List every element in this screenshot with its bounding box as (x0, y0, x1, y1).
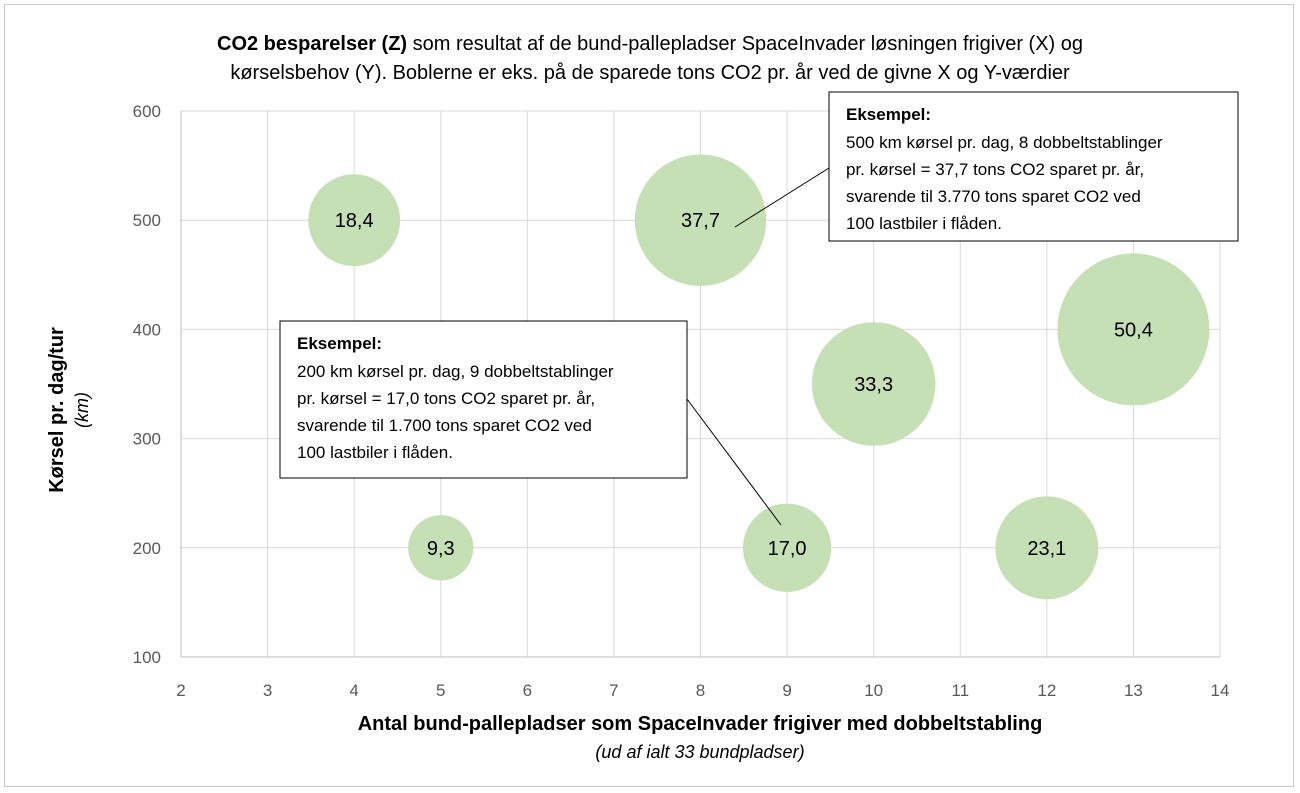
y-tick-label: 400 (133, 320, 161, 339)
annotation-box (279, 320, 688, 479)
x-tick-label: 9 (782, 681, 791, 700)
x-tick-label: 11 (951, 681, 969, 700)
bubble-label: 23,1 (1027, 538, 1066, 560)
annotation-text-line: pr. kørsel = 37,7 tons CO2 sparet pr. år… (846, 160, 1144, 179)
annotation-leader-line (734, 167, 830, 228)
bubble-label: 50,4 (1114, 319, 1153, 341)
annotation-box (828, 91, 1239, 242)
x-tick-label: 3 (263, 681, 272, 700)
bubble (308, 174, 401, 267)
bubble-label: 17,0 (768, 538, 807, 560)
bubble-label: 18,4 (335, 210, 374, 232)
y-tick-label: 200 (133, 539, 161, 558)
x-tick-label: 12 (1037, 681, 1056, 700)
bubble (995, 496, 1099, 600)
x-tick-label: 6 (523, 681, 532, 700)
x-tick-label: 7 (609, 681, 618, 700)
bubble (408, 515, 474, 581)
chart-title-line-1: CO2 besparelser (Z) som resultat af de b… (217, 33, 1083, 55)
x-tick-label: 2 (176, 681, 185, 700)
bubble (1057, 253, 1210, 406)
bubble-label: 33,3 (854, 374, 893, 396)
chart-title-bold: CO2 besparelser (Z) (217, 33, 407, 55)
y-tick-label: 300 (133, 430, 161, 449)
bubble (634, 154, 767, 286)
x-tick-label: 5 (436, 681, 445, 700)
annotation-text-line: pr. kørsel = 17,0 tons CO2 sparet pr. år… (297, 389, 595, 408)
x-axis-title: Antal bund-pallepladser som SpaceInvader… (358, 713, 1043, 735)
annotation-text-line: svarende til 1.700 tons sparet CO2 ved (297, 416, 592, 435)
chart-title-rest: som resultat af de bund-pallepladser Spa… (407, 33, 1083, 55)
annotation-text-line: 100 lastbiler i flåden. (846, 214, 1002, 233)
bubble (742, 503, 832, 592)
chart-title-line-2: kørselsbehov (Y). Boblerne er eks. på de… (230, 62, 1070, 84)
annotation-heading: Eksempel: (297, 334, 382, 353)
annotation-heading: Eksempel: (846, 105, 931, 124)
y-tick-label: 500 (133, 211, 161, 230)
y-axis-title: Kørsel pr. dag/tur (46, 327, 68, 493)
annotation-text-line: 100 lastbiler i flåden. (297, 443, 453, 462)
x-tick-label: 10 (864, 681, 883, 700)
annotation-text-line: 200 km kørsel pr. dag, 9 dobbeltstabling… (297, 362, 614, 381)
x-tick-label: 14 (1211, 681, 1230, 700)
bubble (811, 322, 936, 446)
y-tick-label: 600 (133, 102, 161, 121)
y-axis-subtitle: (km) (72, 392, 92, 428)
x-tick-label: 8 (696, 681, 705, 700)
bubble-label: 37,7 (681, 210, 720, 232)
x-axis-subtitle: (ud af ialt 33 bundpladser) (595, 742, 804, 762)
annotation-text-line: 500 km kørsel pr. dag, 8 dobbeltstabling… (846, 133, 1163, 152)
x-tick-label: 13 (1124, 681, 1143, 700)
y-tick-label: 100 (133, 648, 161, 667)
annotation-leader-line (686, 398, 782, 526)
bubble-label: 9,3 (427, 538, 455, 560)
annotation-text-line: svarende til 3.770 tons sparet CO2 ved (846, 187, 1141, 206)
x-tick-label: 4 (349, 681, 358, 700)
